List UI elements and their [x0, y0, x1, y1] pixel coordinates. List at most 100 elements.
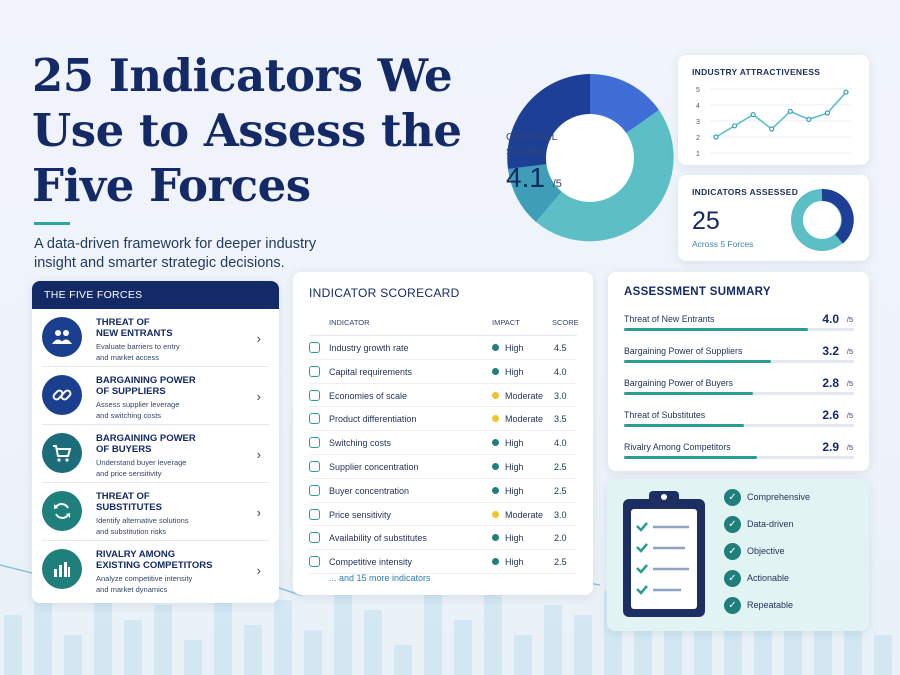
overall-score-donut: OVERALL SCORE 4.1 /5 [506, 73, 674, 242]
background-bar [94, 580, 112, 675]
check-circle-icon: ✓ [724, 516, 741, 533]
summary-row: Bargaining Power of Buyers 2.8/5 [624, 368, 854, 400]
chevron-right-icon[interactable]: › [256, 505, 261, 520]
indicator-icon [309, 484, 320, 496]
scorecard-header: INDICATOR IMPACT SCORE [309, 310, 579, 336]
force-item[interactable]: THREAT OF NEW ENTRANTS Evaluate barriers t… [42, 309, 269, 367]
indicator-icon [309, 365, 320, 377]
indicator-name: Capital requirements [329, 366, 413, 377]
scorecard-row: Availability of substitutes High 2.0 [309, 526, 577, 551]
score-denominator: /5 [846, 379, 853, 388]
indicator-icon [309, 508, 320, 520]
force-item[interactable]: BARGAINING POWER OF SUPPLIERS Assess suppl… [42, 367, 269, 425]
scorecard-title: INDICATOR SCORECARD [309, 286, 460, 300]
five-forces-panel: THE FIVE FORCES THREAT OF NEW ENTRANTS Eva… [32, 281, 279, 603]
impact-dot [492, 344, 499, 351]
impact-dot [492, 462, 499, 470]
data-point [824, 110, 831, 116]
impact-level: Moderate [505, 414, 544, 425]
indicator-icon [309, 342, 320, 353]
col-score: SCORE [552, 318, 579, 327]
card-title: INDUSTRY ATTRACTIVENESS [692, 67, 821, 77]
background-bar [544, 605, 562, 675]
scorecard-row: Buyer concentration High 2.5 [309, 479, 577, 503]
background-bar [634, 630, 652, 675]
background-bar [304, 630, 322, 675]
force-name: Rivalry Among Competitors [624, 442, 731, 452]
force-title: THREAT OF SUBSTITUTES [96, 491, 162, 513]
force-title: BARGAINING POWER OF SUPPLIERS [96, 375, 196, 397]
scorecard-row: Supplier concentration High 2.5 [309, 455, 577, 479]
impact-level: High [505, 343, 524, 353]
background-bar [64, 635, 82, 675]
force-score: 2.9 [822, 440, 839, 454]
background-bar [874, 635, 892, 675]
background-bar [424, 595, 442, 675]
force-title: RIVALRY AMONG EXISTING COMPETITORS [96, 549, 213, 571]
indicators-sub: Across 5 Forces [692, 239, 754, 249]
chevron-right-icon[interactable]: › [256, 447, 261, 462]
indicator-name: Competitive intensity [329, 557, 413, 568]
indicators-count: 25 [692, 207, 720, 235]
more-indicators-link[interactable]: ... and 15 more indicators [329, 573, 431, 583]
five-forces-heading: THE FIVE FORCES [32, 281, 279, 309]
indicator-score: 3.0 [554, 509, 567, 520]
force-item[interactable]: BARGAINING POWER OF BUYERS Understand buye… [42, 425, 269, 483]
summary-title: ASSESSMENT SUMMARY [624, 286, 771, 298]
background-bar [4, 615, 22, 675]
checklist-label: Actionable [747, 573, 790, 583]
impact-dot [492, 415, 499, 423]
background-bar [454, 620, 472, 675]
indicator-score: 4.0 [554, 438, 567, 449]
force-description: Evaluate barriers to entry and market acc… [96, 342, 180, 362]
background-bar [214, 590, 232, 675]
users-icon [42, 317, 82, 357]
scorecard-row: Competitive intensity High 2.5 [309, 550, 577, 574]
industry-attractiveness-chart: 5 4 3 2 1 [696, 87, 852, 158]
indicator-name: Buyer concentration [329, 485, 410, 496]
force-item[interactable]: RIVALRY AMONG EXISTING COMPETITORS Analyze… [42, 541, 269, 599]
score-bar-fill [624, 424, 744, 427]
industry-attractiveness-card: INDUSTRY ATTRACTIVENESS 5 4 3 2 1 [678, 55, 869, 165]
scorecard-row: Capital requirements High 4.0 [309, 360, 577, 384]
data-point [731, 123, 738, 129]
indicator-icon [309, 413, 320, 425]
chevron-right-icon[interactable]: › [256, 389, 261, 404]
indicators-ring [791, 189, 854, 251]
indicators-assessed-card: INDICATORS ASSESSED 25 Across 5 Forces [678, 175, 869, 261]
data-point [806, 116, 812, 123]
indicator-icon [309, 532, 320, 544]
scorecard-row: Price sensitivity Moderate 3.0 [309, 503, 577, 527]
force-title: BARGAINING POWER OF BUYERS [96, 433, 196, 455]
summary-row: Threat of New Entrants 4.0/5 [624, 304, 854, 336]
overall-score-label: OVERALL SCORE [506, 131, 558, 158]
indicator-name: Switching costs [329, 438, 392, 449]
check-circle-icon: ✓ [724, 597, 741, 614]
impact-dot [492, 510, 499, 518]
background-bar [574, 615, 592, 675]
impact-level: High [505, 461, 524, 472]
force-description: Assess supplier leverage and switching co… [96, 400, 180, 420]
data-point [787, 108, 793, 114]
donut-segment [508, 164, 563, 222]
title-underline [34, 222, 70, 225]
score-bar-track [624, 392, 854, 395]
chevron-right-icon[interactable]: › [256, 563, 261, 578]
background-bar [124, 620, 142, 675]
data-point [843, 89, 849, 95]
indicator-score: 4.0 [554, 366, 567, 377]
summary-row: Bargaining Power of Suppliers 3.2/5 [624, 336, 854, 368]
checklist-label: Objective [747, 546, 785, 556]
donut-segment [507, 74, 590, 169]
score-bar-fill [624, 392, 753, 395]
score-bar-track [624, 424, 854, 427]
background-bar [694, 625, 712, 675]
chevron-right-icon[interactable]: › [256, 331, 261, 346]
impact-level: High [505, 438, 524, 449]
force-item[interactable]: THREAT OF SUBSTITUTES Identify alternative… [42, 483, 269, 541]
link-icon [42, 375, 82, 415]
score-denominator: /5 [846, 443, 853, 452]
indicator-icon [309, 460, 320, 472]
check-circle-icon: ✓ [724, 489, 741, 506]
indicator-score: 3.5 [554, 414, 567, 425]
